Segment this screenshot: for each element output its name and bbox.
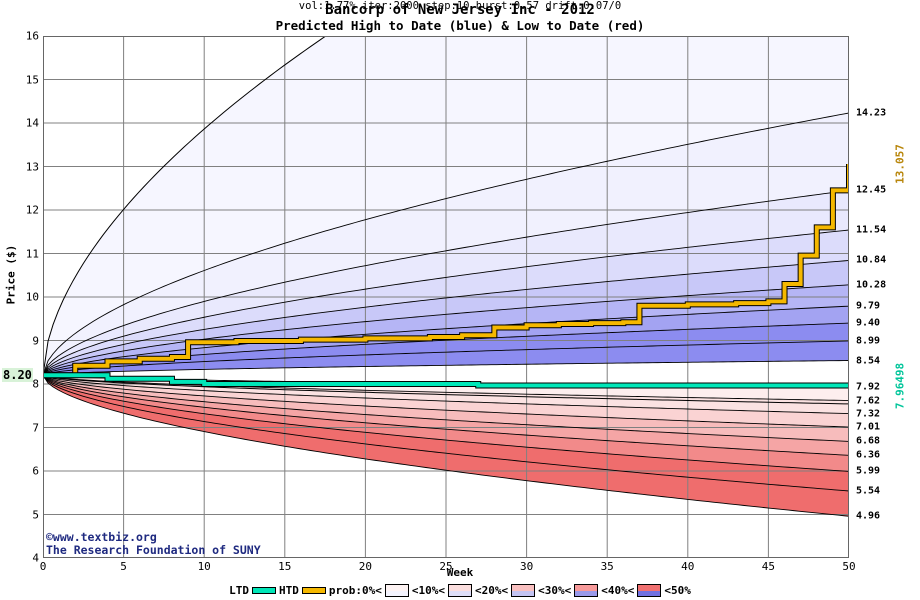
legend-swatch-3 [574, 584, 599, 597]
legend-swatch-0 [384, 584, 409, 597]
legend-item-label-4: <50% [664, 584, 691, 597]
y-tick-14: 14 [25, 116, 39, 130]
y-axis-ticks: 16 15 14 13 12 11 10 9 8 7 6 5 4 [0, 0, 39, 600]
y-tick-6: 6 [32, 464, 39, 478]
right-value-labels: 14.23 12.45 11.54 10.84 10.28 9.79 9.40 8.99 8.5… [852, 0, 920, 600]
watermark-line-1: ©www.textbiz.org [46, 530, 157, 544]
series-lines [43, 164, 849, 389]
endpoint-label-ltd: 7.96498 [893, 362, 907, 409]
x-tick-35: 35 [600, 560, 614, 573]
right-label-8.99: 8.99 [856, 335, 881, 347]
y-tick-5: 5 [32, 508, 39, 521]
y-tick-8: 8 [32, 377, 39, 391]
right-label-11.54: 11.54 [856, 224, 887, 236]
legend-item-label-1: <20%< [474, 584, 509, 597]
right-label-5.54: 5.54 [856, 485, 881, 497]
start-price-label: 8.20 [2, 368, 33, 383]
x-tick-40: 40 [681, 560, 695, 573]
y-tick-16: 16 [25, 29, 39, 43]
legend-htd-label: HTD [279, 584, 299, 597]
x-tick-30: 30 [519, 560, 534, 573]
right-label-9.40: 9.40 [856, 317, 881, 329]
right-label-10.84: 10.84 [856, 254, 887, 266]
x-tick-25: 25 [439, 560, 453, 573]
right-label-5.99: 5.99 [856, 465, 881, 477]
y-tick-7: 7 [32, 421, 39, 434]
right-label-14.23: 14.23 [856, 107, 887, 119]
x-tick-50: 50 [842, 560, 856, 573]
right-label-8.54: 8.54 [856, 355, 881, 366]
legend-item-label-3: <40%< [601, 584, 635, 597]
watermark-line-2: The Research Foundation of SUNY [46, 543, 261, 557]
chart-title: Bancorp of New Jersey Inc - 2012 [325, 2, 595, 18]
legend-swatch-1 [447, 584, 472, 597]
x-axis-label: Week [446, 566, 474, 579]
right-label-6.36: 6.36 [856, 449, 881, 461]
legend-htd-swatch [301, 587, 326, 594]
right-label-10.28: 10.28 [856, 279, 887, 291]
y-tick-10: 10 [25, 290, 39, 304]
chart-legend: LTD HTD prob:0%< <10%< <20%< <30%< <40%< <50… [0, 583, 920, 598]
y-tick-4: 4 [32, 551, 39, 565]
y-tick-12: 12 [25, 203, 39, 217]
y-tick-11: 11 [25, 247, 39, 260]
chart-subtitle: Predicted High to Date (blue) & Low to D… [275, 18, 645, 33]
y-tick-9: 9 [32, 334, 39, 347]
legend-ltd-label: LTD [229, 584, 249, 597]
right-label-7.92: 7.92 [856, 381, 881, 393]
watermark: ©www.textbiz.org The Research Foundation… [46, 531, 261, 557]
right-label-7.01: 7.01 [856, 421, 881, 433]
legend-probability-items: <10%< <20%< <30%< <40%< <50% [383, 584, 692, 597]
legend-swatch-2 [511, 584, 536, 597]
x-tick-0: 0 [39, 560, 47, 573]
x-tick-20: 20 [358, 560, 373, 573]
y-tick-13: 13 [25, 160, 39, 173]
legend-item-label-0: <10%< [411, 584, 445, 597]
right-label-9.79: 9.79 [856, 300, 881, 312]
endpoint-label-htd: 13.057 [893, 144, 907, 184]
y-tick-15: 15 [25, 73, 39, 86]
chart-parameters: vol:1.77% iter:2000 step:10 hurst:0.57 d… [298, 0, 622, 12]
x-tick-45: 45 [761, 560, 776, 573]
right-label-12.45: 12.45 [856, 184, 887, 196]
legend-swatch-4 [637, 584, 662, 597]
right-label-6.68: 6.68 [856, 435, 881, 447]
legend-ltd-swatch [252, 587, 276, 594]
x-tick-5: 5 [120, 560, 127, 573]
x-tick-10: 10 [197, 560, 211, 573]
legend-item-label-2: <30%< [538, 584, 572, 597]
right-label-7.62: 7.62 [856, 395, 881, 407]
right-label-7.32: 7.32 [856, 408, 881, 420]
legend-prob-label: prob:0%< [328, 584, 382, 597]
x-tick-15: 15 [278, 560, 292, 573]
plot-area [43, 36, 849, 558]
fan-chart-svg [43, 36, 849, 558]
right-label-4.96: 4.96 [856, 510, 881, 522]
